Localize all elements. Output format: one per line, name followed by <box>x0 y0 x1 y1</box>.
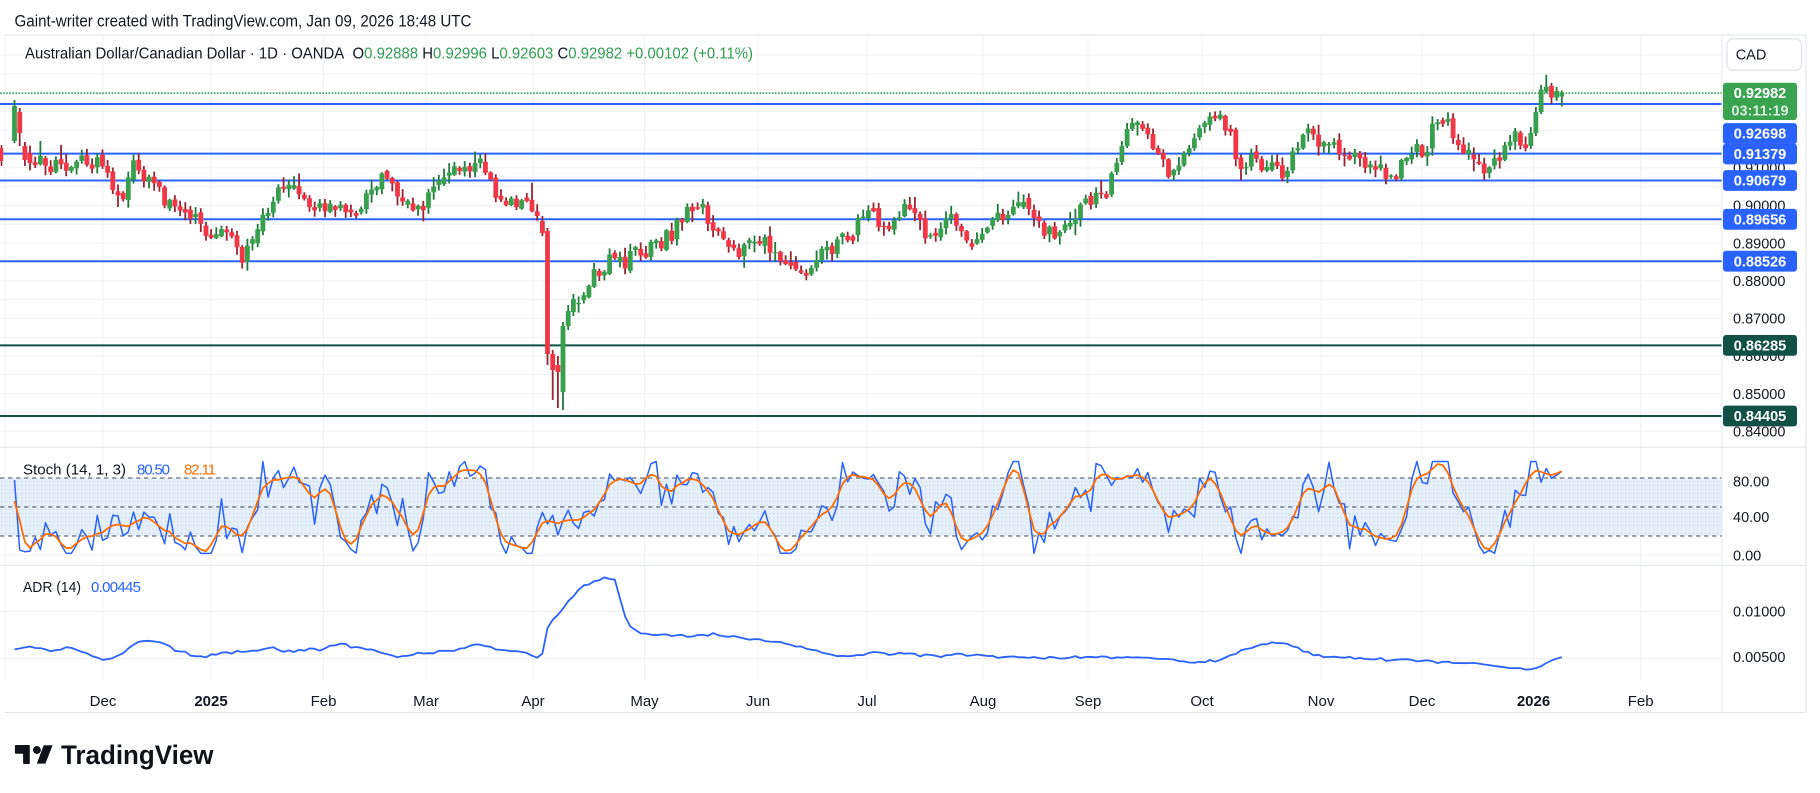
svg-text:0.91379: 0.91379 <box>1734 147 1786 163</box>
svg-text:03:11:19: 03:11:19 <box>1731 103 1788 119</box>
svg-text:Dec: Dec <box>1409 693 1436 710</box>
svg-text:Gaint-writer created with Trad: Gaint-writer created with TradingView.co… <box>15 12 472 31</box>
svg-text:Sep: Sep <box>1075 693 1102 710</box>
svg-text:0.84405: 0.84405 <box>1734 409 1786 425</box>
svg-text:Oct: Oct <box>1190 693 1214 710</box>
svg-text:0.85000: 0.85000 <box>1733 387 1785 403</box>
svg-text:Feb: Feb <box>311 693 337 710</box>
svg-text:0.00: 0.00 <box>1733 549 1761 565</box>
svg-text:ADR (14): ADR (14) <box>23 579 81 596</box>
svg-text:CAD: CAD <box>1736 48 1767 64</box>
svg-text:2025: 2025 <box>194 693 227 710</box>
svg-text:80.00: 80.00 <box>1733 475 1769 491</box>
svg-text:Apr: Apr <box>521 693 544 710</box>
svg-text:Aug: Aug <box>970 693 997 710</box>
svg-text:2026: 2026 <box>1517 693 1550 710</box>
svg-text:Jul: Jul <box>857 693 876 710</box>
svg-text:0.89000: 0.89000 <box>1733 236 1785 252</box>
svg-text:80.50: 80.50 <box>137 462 170 479</box>
svg-text:May: May <box>630 693 659 710</box>
svg-text:Dec: Dec <box>90 693 117 710</box>
svg-text:0.89656: 0.89656 <box>1734 213 1786 229</box>
svg-text:0.88000: 0.88000 <box>1733 274 1785 290</box>
svg-text:82.11: 82.11 <box>184 462 216 479</box>
svg-text:0.92698: 0.92698 <box>1734 127 1786 143</box>
svg-text:TradingView: TradingView <box>61 740 214 770</box>
svg-text:40.00: 40.00 <box>1733 510 1769 526</box>
svg-text:0.84000: 0.84000 <box>1733 424 1785 440</box>
svg-text:0.92982: 0.92982 <box>1734 86 1786 102</box>
svg-text:0.86285: 0.86285 <box>1734 339 1786 355</box>
svg-text:0.00500: 0.00500 <box>1733 650 1785 666</box>
svg-text:0.90679: 0.90679 <box>1734 174 1786 190</box>
svg-text:Stoch (14, 1, 3): Stoch (14, 1, 3) <box>23 462 126 479</box>
svg-text:0.01000: 0.01000 <box>1733 605 1785 621</box>
svg-text:Australian Dollar/Canadian Dol: Australian Dollar/Canadian Dollar · 1D ·… <box>25 46 753 63</box>
svg-text:0.87000: 0.87000 <box>1733 312 1785 328</box>
svg-text:Jun: Jun <box>746 693 770 710</box>
svg-text:Mar: Mar <box>413 693 439 710</box>
svg-text:Nov: Nov <box>1308 693 1335 710</box>
svg-text:0.00445: 0.00445 <box>91 579 141 596</box>
svg-text:0.88526: 0.88526 <box>1734 254 1786 270</box>
svg-text:Feb: Feb <box>1628 693 1654 710</box>
